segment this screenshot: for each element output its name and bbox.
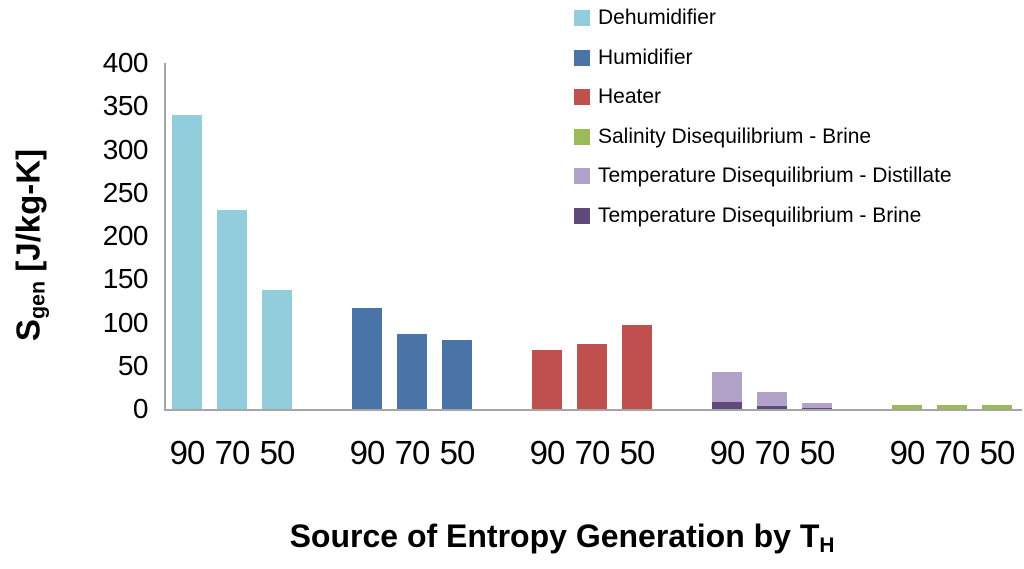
legend-item-humidifier: Humidifier — [574, 45, 693, 69]
bar-temperature-disequilibrium-distillate-th70 — [757, 391, 787, 407]
bar-dehumidifier-th70 — [217, 210, 247, 409]
legend-item-temperature-disequilibrium-distillate: Temperature Disequilibrium - Distillate — [574, 164, 952, 188]
legend-swatch-icon-heater — [574, 89, 590, 106]
legend-label-temperature-disequilibrium-distillate: Temperature Disequilibrium - Distillate — [598, 164, 952, 188]
legend-swatch-icon-humidifier — [574, 49, 590, 66]
x-axis-tick-label-humidifier-90: 90 — [349, 434, 386, 471]
x-axis-tick-label-humidifier-50: 50 — [439, 434, 476, 471]
y-axis-tick-label-200: 200 — [102, 220, 149, 251]
x-axis-tick-label-heater-70: 70 — [574, 434, 611, 471]
x-axis-tick-label-heater-90: 90 — [529, 434, 566, 471]
bar-salinity-disequilibrium-brine-th90 — [892, 404, 922, 409]
legend-item-salinity-disequilibrium-brine: Salinity Disequilibrium - Brine — [574, 124, 872, 148]
bar-temperature-disequilibrium-brine-th50 — [802, 408, 832, 409]
y-axis-tick-label-350: 350 — [102, 90, 149, 122]
x-axis-tick-label-dehumidifier-70: 70 — [214, 434, 251, 471]
x-axis-tick-label-temperature-disequilibrium-50: 50 — [799, 434, 836, 471]
x-axis-title-subscript: H — [819, 534, 835, 558]
x-axis-tick-label-dehumidifier-90: 90 — [169, 434, 206, 471]
x-axis-title-main: Source of Entropy Generation by T — [289, 517, 820, 554]
legend-label-salinity-disequilibrium-brine: Salinity Disequilibrium - Brine — [598, 124, 872, 148]
legend-swatch-icon-temperature-disequilibrium-distillate — [574, 168, 590, 185]
x-axis-tick-label-dehumidifier-50: 50 — [259, 434, 296, 471]
y-axis-tick-label-0: 0 — [132, 393, 149, 424]
bar-heater-th50 — [622, 325, 652, 409]
bar-dehumidifier-th50 — [262, 290, 292, 409]
legend-item-dehumidifier: Dehumidifier — [574, 6, 716, 29]
x-axis-tick-label-humidifier-70: 70 — [394, 434, 431, 471]
legend-label-dehumidifier: Dehumidifier — [598, 6, 716, 29]
legend-label-heater: Heater — [598, 85, 662, 109]
y-axis-tick-label-150: 150 — [102, 263, 149, 295]
legend-label-temperature-disequilibrium-brine: Temperature Disequilibrium - Brine — [598, 204, 922, 227]
y-axis-title-units: [J/kg-K] — [9, 148, 47, 281]
x-axis-tick-label-salinity-disequilibrium-brine-70: 70 — [934, 434, 971, 471]
legend-item-heater: Heater — [574, 85, 662, 109]
bar-dehumidifier-th90 — [172, 114, 202, 409]
legend-swatch-icon-dehumidifier — [574, 10, 590, 26]
x-axis-tick-label-salinity-disequilibrium-brine-90: 90 — [889, 434, 926, 471]
x-axis-title: Source of Entropy Generation by TH — [290, 518, 835, 558]
y-axis-tick-label-50: 50 — [117, 349, 149, 381]
x-axis-tick-label-salinity-disequilibrium-brine-50: 50 — [979, 434, 1016, 471]
bar-humidifier-th50 — [442, 339, 472, 409]
bar-humidifier-th70 — [397, 333, 427, 409]
y-axis-tick-label-250: 250 — [102, 176, 149, 208]
bar-humidifier-th90 — [352, 307, 382, 409]
plot-area — [164, 63, 1022, 411]
x-axis-tick-label-heater-50: 50 — [619, 434, 656, 471]
legend-label-humidifier: Humidifier — [598, 45, 693, 69]
bar-salinity-disequilibrium-brine-th70 — [937, 404, 967, 409]
y-axis-tick-label-400: 400 — [102, 47, 149, 78]
bar-temperature-disequilibrium-brine-th90 — [712, 402, 742, 409]
legend-item-temperature-disequilibrium-brine: Temperature Disequilibrium - Brine — [574, 204, 922, 227]
x-axis-tick-label-temperature-disequilibrium-90: 90 — [709, 434, 746, 471]
x-axis-tick-label-temperature-disequilibrium-70: 70 — [754, 434, 791, 471]
bar-heater-th70 — [577, 344, 607, 409]
bar-temperature-disequilibrium-distillate-th50 — [802, 402, 832, 409]
legend-swatch-icon-salinity-disequilibrium-brine — [574, 128, 590, 145]
y-axis-tick-label-100: 100 — [102, 306, 149, 338]
bar-salinity-disequilibrium-brine-th50 — [982, 404, 1012, 409]
legend-swatch-icon-temperature-disequilibrium-brine — [574, 208, 590, 224]
bar-heater-th90 — [532, 350, 562, 409]
bar-temperature-disequilibrium-brine-th70 — [757, 406, 787, 409]
y-axis-tick-label-300: 300 — [102, 133, 149, 165]
bar-temperature-disequilibrium-distillate-th90 — [712, 371, 742, 403]
